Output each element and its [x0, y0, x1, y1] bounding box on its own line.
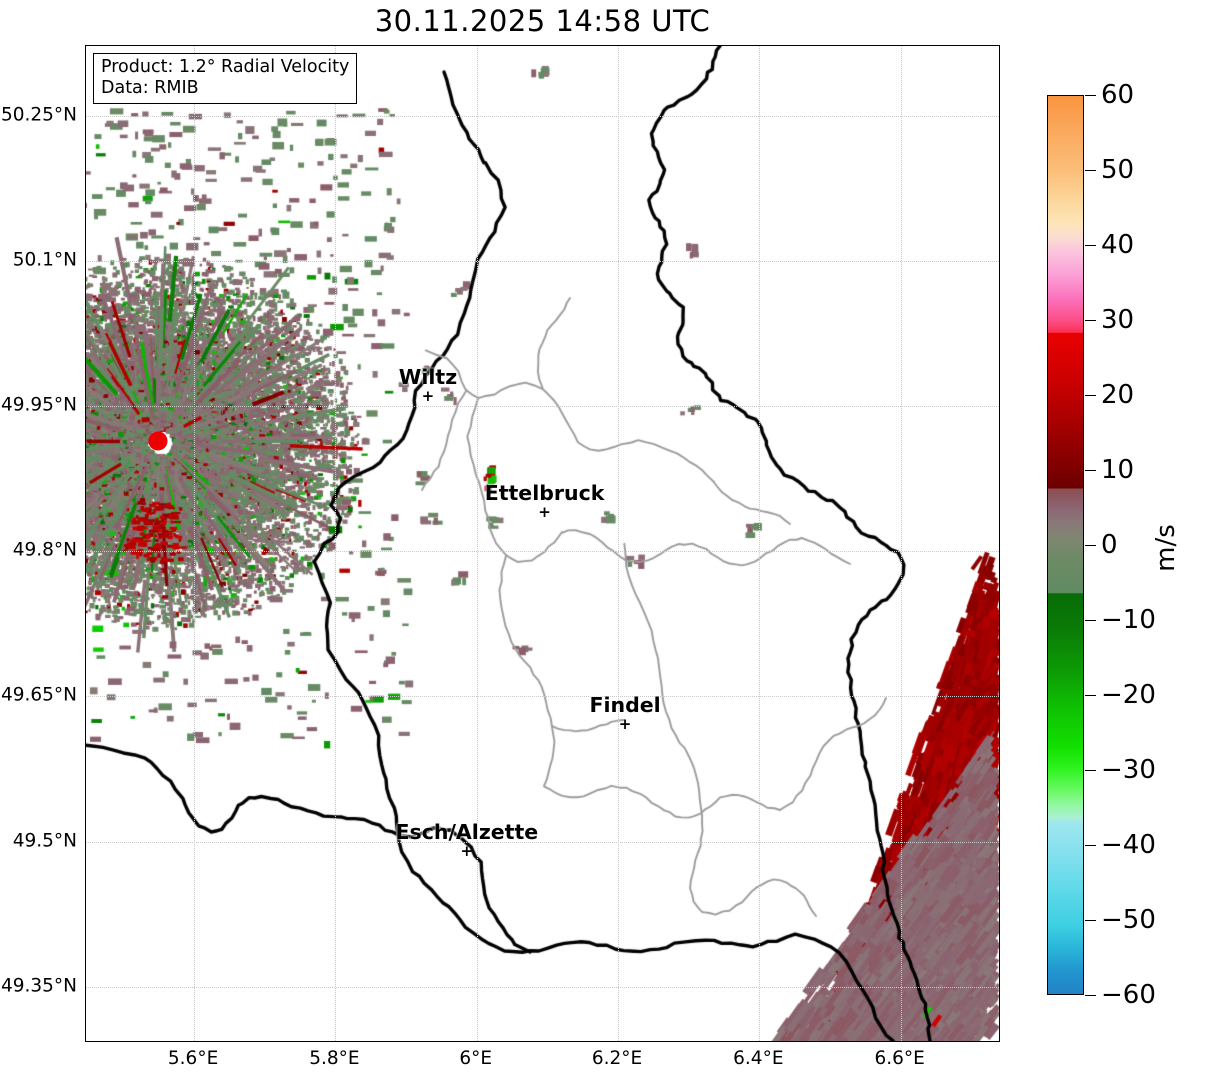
y-tick-label-2: 49.95°N — [0, 394, 77, 416]
x-tick-label-3: 6.2°E — [591, 1048, 643, 1069]
colorbar-tick-label-6: 0 — [1101, 530, 1118, 560]
product-line: Product: 1.2° Radial Velocity — [101, 57, 350, 77]
colorbar-gradient — [1048, 96, 1083, 994]
colorbar-tick-label-11: −50 — [1101, 905, 1156, 935]
radar-canvas — [86, 46, 999, 1041]
gridline-horizontal-1 — [86, 260, 999, 262]
colorbar-tick-7 — [1085, 620, 1096, 621]
y-tick-label-0: 50.25°N — [0, 104, 77, 126]
y-tick-label-3: 49.8°N — [12, 539, 77, 561]
gridline-horizontal-3 — [86, 551, 999, 553]
gridline-horizontal-6 — [86, 986, 999, 988]
colorbar-tick-4 — [1085, 395, 1096, 396]
x-tick-label-2: 6°E — [459, 1048, 493, 1069]
gridline-horizontal-4 — [86, 696, 999, 698]
colorbar-tick-6 — [1085, 545, 1096, 546]
y-axis-labels: 50.25°N 50.1°N 49.95°N 49.8°N 49.65°N 49.5°N 4… — [0, 45, 78, 1042]
colorbar-tick-label-4: 20 — [1101, 380, 1135, 410]
gridline-horizontal-2 — [86, 406, 999, 408]
colorbar-tick-label-2: 40 — [1101, 230, 1135, 260]
colorbar-tick-1 — [1085, 170, 1096, 171]
colorbar-tick-label-1: 50 — [1101, 155, 1135, 185]
colorbar-tick-12 — [1085, 995, 1096, 996]
x-tick-label-0: 5.6°E — [167, 1048, 219, 1069]
colorbar-tick-10 — [1085, 845, 1096, 846]
gridline-vertical-4 — [759, 46, 761, 1041]
colorbar-tick-label-10: −40 — [1101, 830, 1156, 860]
colorbar-tick-label-3: 30 — [1101, 305, 1135, 335]
gridline-vertical-0 — [194, 46, 196, 1041]
gridline-vertical-2 — [476, 46, 478, 1041]
data-source-line: Data: RMIB — [101, 78, 199, 98]
radar-data-layer — [86, 46, 999, 1041]
colorbar-tick-9 — [1085, 770, 1096, 771]
x-tick-label-4: 6.4°E — [733, 1048, 784, 1069]
colorbar-tick-label-8: −20 — [1101, 680, 1156, 710]
y-tick-label-1: 50.1°N — [12, 249, 77, 271]
colorbar-tick-3 — [1085, 320, 1096, 321]
x-axis-labels: 5.6°E 5.8°E 6°E 6.2°E 6.4°E 6.6°E — [85, 1042, 1000, 1078]
colorbar-unit-label: m/s — [1151, 524, 1181, 572]
gridline-vertical-3 — [618, 46, 620, 1041]
radar-map-plot[interactable]: Wiltz + Ettelbruck + Findel + Esch/Alzette + Pr… — [85, 45, 1000, 1042]
colorbar-tick-11 — [1085, 920, 1096, 921]
gridline-vertical-1 — [335, 46, 337, 1041]
x-tick-label-1: 5.8°E — [309, 1048, 360, 1069]
colorbar[interactable] — [1047, 95, 1084, 995]
gridline-vertical-5 — [900, 46, 902, 1041]
gridline-horizontal-5 — [86, 841, 999, 843]
y-tick-label-6: 49.35°N — [0, 975, 77, 997]
y-tick-label-5: 49.5°N — [12, 830, 77, 852]
colorbar-tick-0 — [1085, 95, 1096, 96]
radar-site-marker[interactable] — [148, 431, 168, 451]
colorbar-tick-label-7: −10 — [1101, 605, 1156, 635]
colorbar-tick-5 — [1085, 470, 1096, 471]
gridline-horizontal-0 — [86, 115, 999, 117]
colorbar-tick-label-0: 60 — [1101, 80, 1135, 110]
colorbar-tick-label-12: −60 — [1101, 980, 1156, 1010]
colorbar-tick-2 — [1085, 245, 1096, 246]
page-title: 30.11.2025 14:58 UTC — [374, 4, 711, 38]
colorbar-tick-label-5: 10 — [1101, 455, 1135, 485]
colorbar-tick-8 — [1085, 695, 1096, 696]
colorbar-tick-label-9: −30 — [1101, 755, 1156, 785]
y-tick-label-4: 49.65°N — [0, 684, 77, 706]
product-info-box: Product: 1.2° Radial Velocity Data: RMIB — [93, 53, 358, 104]
x-tick-label-5: 6.6°E — [874, 1048, 925, 1069]
